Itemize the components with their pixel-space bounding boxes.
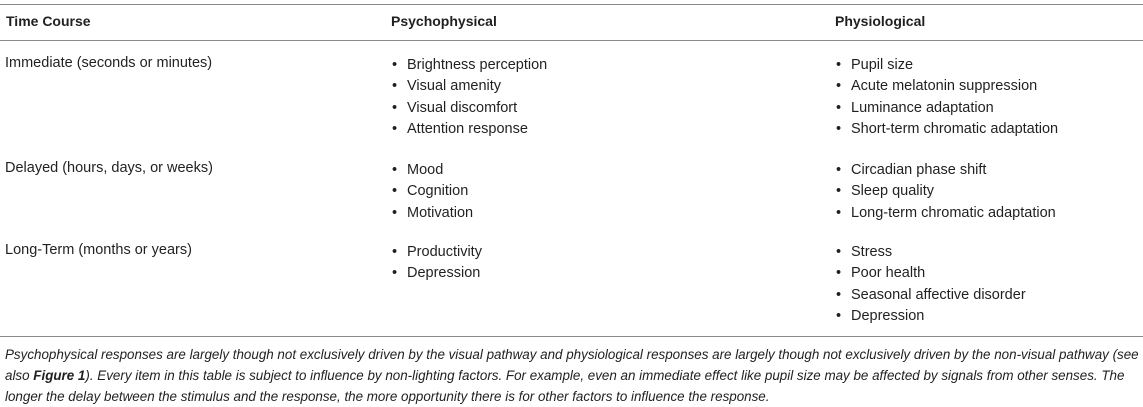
list-item: • Seasonal affective disorder — [836, 286, 1026, 303]
list-item: • Attention response — [392, 120, 528, 137]
header-time-course: Time Course — [6, 13, 91, 29]
bullet-icon: • — [392, 162, 398, 178]
physiological-list: • Pupil size • Acute melatonin suppression… — [835, 55, 1058, 140]
bullet-icon: • — [836, 162, 842, 178]
bullet-icon: • — [392, 244, 398, 260]
bullet-icon: • — [836, 286, 842, 303]
physiological-list: • Circadian phase shift • Sleep quality • L… — [835, 160, 1056, 224]
bullet-icon: • — [392, 57, 398, 73]
row-time-course: Long-Term (months or years) — [5, 242, 192, 258]
bullet-icon: • — [836, 265, 842, 282]
psychophysical-list: • Brightness perception • Visual amenity •… — [391, 55, 547, 140]
bullet-icon: • — [392, 120, 398, 137]
bullet-icon: • — [836, 99, 842, 116]
physiological-list: • Stress • Poor health • Seasonal affective… — [835, 242, 1026, 327]
list-item: • Productivity — [392, 244, 482, 260]
table-header-rule — [0, 40, 1143, 41]
list-item: • Stress — [836, 244, 893, 260]
header-psychophysical: Psychophysical — [391, 13, 497, 29]
bullet-icon: • — [836, 204, 842, 221]
header-physiological: Physiological — [835, 13, 926, 29]
list-item: • Luminance adaptation — [836, 99, 994, 116]
list-item: • Pupil size — [836, 57, 914, 73]
list-item: • Depression — [836, 307, 925, 324]
bullet-icon: • — [392, 204, 398, 221]
list-item: • Poor health — [836, 265, 926, 282]
bullet-icon: • — [392, 183, 398, 200]
table-footnote: Psychophysical responses are largely tho… — [5, 344, 1140, 407]
psychophysical-list: • Productivity • Depression — [391, 242, 482, 285]
list-item: • Circadian phase shift — [836, 162, 987, 178]
bullet-icon: • — [392, 99, 398, 116]
footnote-text-part1: Psychophysical responses are largely tho… — [5, 347, 1139, 383]
bullet-icon: • — [836, 120, 842, 137]
bullet-icon: • — [836, 244, 842, 260]
list-item: • Long-term chromatic adaptation — [836, 204, 1056, 221]
list-item: • Motivation — [392, 204, 474, 221]
list-item: • Mood — [392, 162, 444, 178]
list-item: • Sleep quality — [836, 183, 935, 200]
figure-reference: Figure 1 — [33, 368, 86, 383]
bullet-icon: • — [836, 78, 842, 95]
bullet-icon: • — [392, 265, 398, 282]
list-item: • Depression — [392, 265, 481, 282]
list-item: • Cognition — [392, 183, 469, 200]
bullet-icon: • — [836, 183, 842, 200]
list-item: • Visual discomfort — [392, 99, 518, 116]
table-bottom-rule — [0, 336, 1143, 337]
table-header-row: Time Course Psychophysical Physiological — [0, 13, 1143, 33]
footnote-text-part2: ). Every item in this table is subject t… — [5, 368, 1125, 404]
row-time-course: Immediate (seconds or minutes) — [5, 55, 213, 71]
bullet-icon: • — [392, 78, 398, 95]
list-item: • Acute melatonin suppression — [836, 78, 1038, 95]
bullet-icon: • — [836, 57, 842, 73]
bullet-icon: • — [836, 307, 842, 324]
list-item: • Visual amenity — [392, 78, 502, 95]
table-top-rule — [0, 4, 1143, 5]
list-item: • Short-term chromatic adaptation — [836, 120, 1059, 137]
row-time-course: Delayed (hours, days, or weeks) — [5, 160, 213, 176]
list-item: • Brightness perception — [392, 57, 548, 73]
psychophysical-list: • Mood • Cognition • Motivation — [391, 160, 473, 224]
